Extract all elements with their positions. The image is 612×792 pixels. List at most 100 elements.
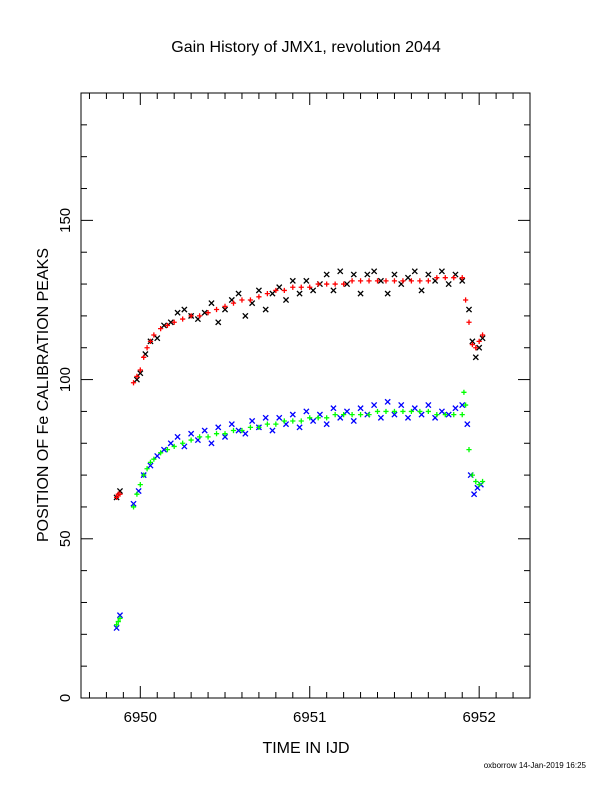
data-point: [205, 434, 211, 440]
data-point: [434, 275, 440, 281]
data-point: [188, 313, 194, 319]
data-point: [164, 447, 171, 453]
data-point: [113, 624, 120, 632]
data-point: [296, 424, 303, 431]
data-point: [400, 278, 406, 284]
data-point: [249, 417, 256, 425]
data-point: [315, 281, 321, 287]
data-point: [239, 297, 245, 303]
data-point: [341, 281, 347, 287]
data-point: [383, 278, 389, 284]
series-0: [113, 268, 486, 501]
data-point: [357, 278, 364, 284]
data-point: [247, 297, 254, 303]
data-point: [137, 370, 144, 377]
y-tick-label: 50: [57, 530, 74, 547]
data-point: [473, 478, 479, 485]
data-point: [463, 402, 469, 408]
data-point: [154, 452, 161, 460]
data-point: [371, 268, 378, 275]
data-point: [350, 271, 357, 278]
data-point: [408, 408, 414, 415]
series-2: [113, 398, 484, 632]
data-point: [469, 341, 475, 348]
data-point: [290, 418, 296, 424]
data-point: [411, 405, 418, 412]
data-point: [134, 491, 140, 497]
data-point: [451, 412, 457, 418]
data-point: [276, 414, 283, 421]
data-point: [438, 268, 445, 275]
data-point: [289, 411, 296, 418]
data-point: [281, 287, 287, 294]
data-point: [357, 405, 364, 412]
data-point: [459, 275, 465, 281]
data-point: [160, 446, 168, 453]
data-point: [417, 408, 423, 415]
data-point: [425, 271, 432, 278]
data-point: [377, 414, 384, 421]
data-point: [479, 478, 486, 485]
data-point: [324, 281, 330, 287]
data-point: [171, 319, 177, 325]
data-point: [366, 412, 372, 418]
data-point: [434, 412, 440, 418]
data-point: [337, 268, 344, 275]
x-tick-label: 6951: [293, 709, 326, 726]
data-point: [330, 405, 337, 412]
data-point: [404, 414, 412, 421]
data-point: [130, 500, 137, 507]
data-point: [273, 287, 279, 294]
data-point: [116, 612, 124, 619]
data-point: [230, 300, 237, 306]
data-point: [438, 408, 445, 415]
series-1: [113, 275, 486, 500]
y-tick-label: 100: [57, 367, 74, 392]
data-point: [303, 408, 310, 415]
data-point: [158, 326, 164, 332]
data-point: [201, 427, 208, 434]
data-point: [141, 354, 147, 360]
data-point: [130, 380, 137, 386]
data-point: [391, 411, 398, 418]
data-point: [418, 287, 425, 294]
data-point: [215, 319, 222, 326]
data-point: [213, 306, 220, 313]
data-point: [349, 412, 355, 418]
data-point: [349, 278, 355, 284]
data-point: [398, 401, 405, 409]
data-point: [242, 430, 249, 437]
data-point: [205, 310, 211, 316]
data-point: [180, 316, 186, 322]
data-point: [472, 354, 479, 361]
data-point: [332, 412, 338, 418]
data-point: [137, 367, 143, 373]
data-point: [411, 268, 418, 275]
data-point: [323, 421, 330, 428]
data-point: [479, 332, 486, 338]
tick-labels: 0 50 100 150 6950 6951 6952: [57, 208, 496, 726]
x-axis-label: TIME IN IJD: [262, 740, 349, 757]
data-point: [357, 412, 364, 418]
data-point: [404, 274, 412, 281]
data-point: [425, 401, 432, 409]
data-point: [235, 427, 242, 434]
y-axis-label: POSITION OF Fe CALIBRATION PEAKS: [35, 248, 52, 542]
data-marks: [113, 268, 486, 632]
data-point: [341, 412, 347, 418]
data-point: [445, 280, 452, 288]
data-point: [188, 430, 195, 437]
data-point: [215, 424, 222, 431]
data-point: [471, 491, 478, 498]
data-point: [115, 618, 121, 625]
data-point: [425, 408, 431, 415]
data-point: [201, 309, 208, 316]
data-point: [147, 459, 154, 465]
data-point: [364, 271, 371, 278]
axis-ticks: [81, 92, 531, 699]
data-point: [222, 303, 228, 309]
data-point: [174, 433, 181, 440]
data-point: [147, 338, 154, 344]
data-point: [289, 277, 296, 284]
data-point: [262, 306, 269, 313]
